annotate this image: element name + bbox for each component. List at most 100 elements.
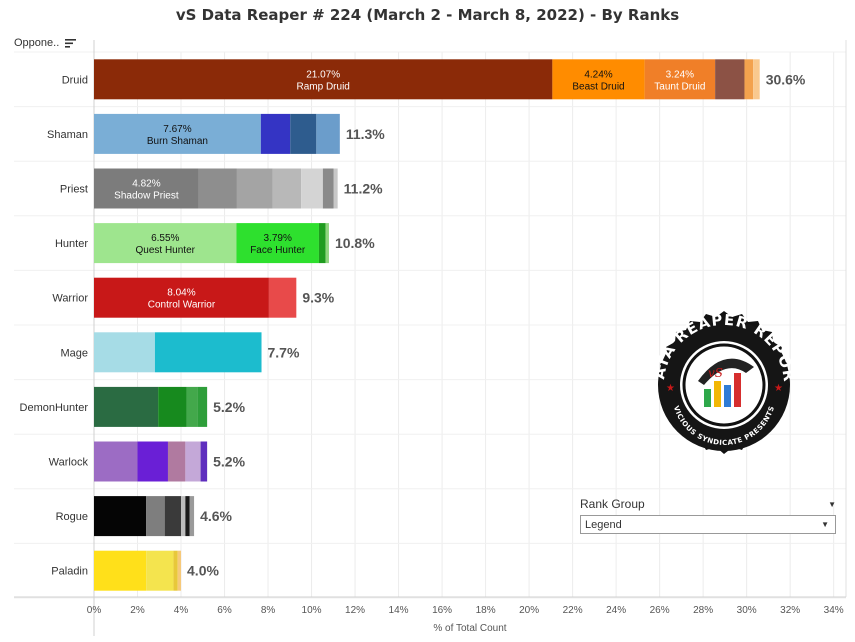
bar-row-hunter: Hunter 6.55%Quest Hunter 3.79%Face Hunter 1… [55,223,375,264]
bar-segment[interactable] [290,113,317,154]
bar-rows: Druid 21.07%Ramp Druid 4.24%Beast Druid 3.2… [20,59,806,591]
bar-segment[interactable] [325,223,329,264]
sort-icon[interactable] [65,38,77,48]
x-tick-label: 30% [737,605,757,616]
x-tick-label: 12% [345,605,365,616]
bar-segment[interactable] [185,496,190,537]
bar-segment[interactable] [318,223,326,264]
bar-segment[interactable] [189,496,195,537]
x-tick-label: 2% [130,605,145,616]
bar-segment[interactable] [94,550,147,591]
segment-percent-label: 4.82% [132,179,160,190]
x-tick-label: 14% [389,605,409,616]
bar-row-rogue: Rogue 4.6% [56,496,233,537]
x-tick-label: 26% [650,605,670,616]
bar-segment[interactable] [236,168,273,209]
segment-percent-label: 21.07% [306,69,340,80]
chart-title: vS Data Reaper # 224 (March 2 - March 8,… [175,6,680,24]
class-label: Warlock [49,457,89,469]
class-label: Druid [62,74,88,86]
bar-segment[interactable] [94,59,553,100]
class-label: DemonHunter [20,402,89,414]
bar-segment[interactable] [181,496,186,537]
bar-segment[interactable] [316,113,340,154]
class-label: Priest [60,184,88,196]
bar-segment[interactable] [94,441,138,482]
bar-segment[interactable] [177,550,182,591]
rank-group-filter: Rank Group ▼ Legend ▼ [580,497,836,534]
bar-row-warlock: Warlock 5.2% [49,441,246,482]
bar-total-label: 9.3% [302,290,334,306]
segment-archetype-label: Burn Shaman [147,136,208,147]
bar-segment[interactable] [146,496,165,537]
bar-segment[interactable] [260,113,291,154]
x-tick-label: 0% [87,605,102,616]
segment-archetype-label: Ramp Druid [297,81,350,92]
bar-row-priest: Priest 4.82%Shadow Priest 11.2% [60,168,383,209]
segment-archetype-label: Face Hunter [250,245,306,256]
bar-row-mage: Mage 7.7% [60,332,300,373]
bar-segment[interactable] [197,386,208,427]
segment-archetype-label: Taunt Druid [654,81,705,92]
bar-segment[interactable] [94,168,199,209]
x-tick-label: 28% [693,605,713,616]
bar-segment[interactable] [753,59,760,100]
bar-row-druid: Druid 21.07%Ramp Druid 4.24%Beast Druid 3.2… [62,59,806,100]
bar-segment[interactable] [146,550,174,591]
bar-segment[interactable] [715,59,745,100]
bar-total-label: 11.3% [346,126,385,142]
x-tick-label: 24% [606,605,626,616]
x-tick-label: 8% [261,605,276,616]
bar-segment[interactable] [198,168,237,209]
bar-total-label: 5.2% [213,454,245,470]
filter-menu-icon[interactable]: ▼ [828,499,836,509]
x-axis-title: % of Total Count [433,623,506,634]
svg-text:★: ★ [666,383,675,394]
bar-total-label: 5.2% [213,399,245,415]
segment-archetype-label: Beast Druid [572,81,624,92]
x-tick-label: 4% [174,605,189,616]
bar-segment[interactable] [167,441,186,482]
bar-segment[interactable] [94,223,237,264]
segment-percent-label: 8.04% [167,288,195,299]
bar-segment[interactable] [333,168,338,209]
bar-segment[interactable] [200,441,208,482]
bar-segment[interactable] [158,386,187,427]
bar-segment[interactable] [173,550,178,591]
bar-segment[interactable] [154,332,262,373]
bar-total-label: 7.7% [268,344,300,360]
bar-segment[interactable] [164,496,182,537]
bar-total-label: 4.0% [187,563,219,579]
bar-segment[interactable] [301,168,323,209]
bar-segment[interactable] [94,332,155,373]
rank-group-selected: Legend [585,518,622,531]
bar-segment[interactable] [552,59,645,100]
bar-row-warrior: Warrior 8.04%Control Warrior 9.3% [52,277,335,318]
bar-segment[interactable] [744,59,754,100]
class-label: Rogue [56,511,88,523]
bar-segment[interactable] [272,168,302,209]
bar-segment[interactable] [137,441,168,482]
chevron-down-icon: ▼ [821,520,829,529]
bar-segment[interactable] [94,113,261,154]
bar-segment[interactable] [94,386,159,427]
class-label: Paladin [51,566,88,578]
bar-segment[interactable] [185,441,201,482]
bar-row-paladin: Paladin 4.0% [51,550,219,591]
bar-segment[interactable] [94,496,147,537]
svg-text:★: ★ [774,383,783,394]
x-tick-label: 10% [302,605,322,616]
bar-segment[interactable] [186,386,198,427]
bar-row-demonhunter: DemonHunter 5.2% [20,386,246,427]
class-label: Shaman [47,129,88,141]
bar-segment[interactable] [94,277,269,318]
bar-row-shaman: Shaman 7.67%Burn Shaman 11.3% [47,113,385,154]
bar-segment[interactable] [236,223,319,264]
opponent-column-header[interactable]: Oppone.. [14,37,77,49]
segment-percent-label: 4.24% [584,69,612,80]
rank-group-dropdown[interactable]: Legend ▼ [580,515,836,534]
bar-segment[interactable] [268,277,297,318]
bar-segment[interactable] [644,59,716,100]
bar-segment[interactable] [322,168,334,209]
